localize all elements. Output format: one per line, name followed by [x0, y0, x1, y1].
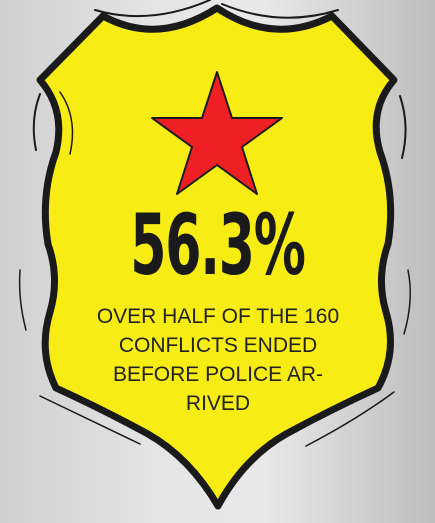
caption-line: BEFORE POLICE AR- [112, 363, 324, 386]
caption-text: OVER HALF OF THE 160 CONFLICTS ENDED BEF… [57, 302, 379, 418]
star-icon [151, 71, 283, 195]
caption-line: RIVED [185, 392, 251, 415]
caption-line: OVER HALF OF THE 160 [96, 305, 340, 328]
headline-percentage: 56.3% [130, 196, 306, 294]
badge-sketch-strokes [18, 0, 411, 447]
badge-shield-shape [36, 4, 398, 510]
caption-line: CONFLICTS ENDED [118, 334, 318, 357]
badge-inner-edge [59, 91, 74, 155]
